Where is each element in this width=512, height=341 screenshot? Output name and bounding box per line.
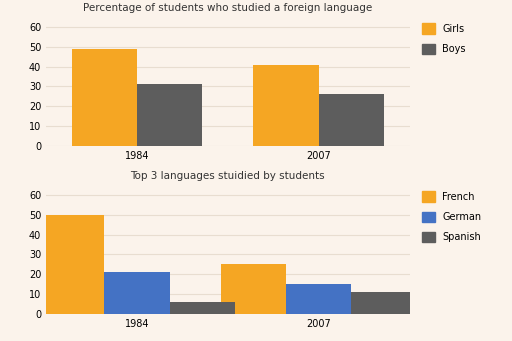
Bar	[169, 302, 235, 314]
Title: Percentage of students who studied a foreign language: Percentage of students who studied a for…	[83, 3, 372, 14]
Legend: Girls, Boys: Girls, Boys	[418, 19, 470, 58]
Bar	[72, 49, 137, 146]
Bar	[221, 264, 286, 314]
Legend: French, German, Spanish: French, German, Spanish	[418, 187, 485, 246]
Bar	[318, 94, 384, 146]
Bar	[351, 292, 417, 314]
Bar	[286, 284, 351, 314]
Bar	[39, 215, 104, 314]
Bar	[137, 84, 202, 146]
Bar	[104, 272, 169, 314]
Bar	[253, 64, 318, 146]
Title: Top 3 languages stuidied by students: Top 3 languages stuidied by students	[131, 172, 325, 181]
